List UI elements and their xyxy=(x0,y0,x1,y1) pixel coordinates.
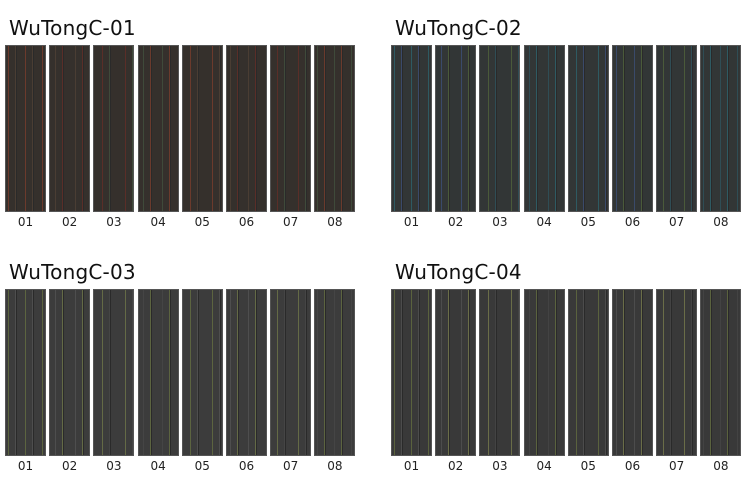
swatch-label: 02 xyxy=(62,459,78,473)
swatch xyxy=(391,45,432,212)
swatch-label: 07 xyxy=(283,215,299,229)
swatch-label: 02 xyxy=(448,215,464,229)
swatch-label: 08 xyxy=(713,459,729,473)
swatch-label: 02 xyxy=(448,459,464,473)
swatch xyxy=(435,289,477,456)
swatch-label: 06 xyxy=(238,459,255,473)
group-title: WuTongC-04 xyxy=(395,260,522,284)
swatch-label: 07 xyxy=(669,459,685,473)
swatch-label: 08 xyxy=(327,215,343,229)
swatch-label: 06 xyxy=(624,215,641,229)
swatch-label: 03 xyxy=(492,215,508,229)
swatch xyxy=(181,45,223,212)
swatch-label: 05 xyxy=(194,215,210,229)
swatch-label: 08 xyxy=(713,215,729,229)
swatch xyxy=(270,289,312,456)
swatch xyxy=(612,289,653,456)
swatch xyxy=(479,289,521,456)
swatch xyxy=(435,45,477,212)
group-title: WuTongC-03 xyxy=(9,260,136,284)
swatch xyxy=(700,45,742,212)
swatch-label: 02 xyxy=(62,215,78,229)
swatch xyxy=(612,45,653,212)
swatch xyxy=(226,289,267,456)
swatch xyxy=(523,45,565,212)
swatch-label: 03 xyxy=(106,459,122,473)
swatch-label: 05 xyxy=(194,459,210,473)
swatch xyxy=(391,289,432,456)
swatch-label: 03 xyxy=(106,215,122,229)
swatch xyxy=(656,289,698,456)
swatch-label: 04 xyxy=(536,215,552,229)
swatch-label: 05 xyxy=(580,215,596,229)
swatch xyxy=(270,45,312,212)
swatch xyxy=(181,289,223,456)
swatch xyxy=(226,45,267,212)
swatch xyxy=(523,289,565,456)
swatch xyxy=(137,289,179,456)
swatch xyxy=(137,45,179,212)
swatch xyxy=(314,289,356,456)
swatch xyxy=(5,45,46,212)
swatch xyxy=(49,289,91,456)
swatch-label: 07 xyxy=(283,459,299,473)
swatch-label: 04 xyxy=(150,215,166,229)
swatch-label: 01 xyxy=(403,459,420,473)
swatch xyxy=(49,45,91,212)
swatch-label: 08 xyxy=(327,459,343,473)
swatch xyxy=(5,289,46,456)
swatch xyxy=(314,45,356,212)
swatch-label: 07 xyxy=(669,215,685,229)
swatch-label: 01 xyxy=(403,215,420,229)
swatch-label: 04 xyxy=(150,459,166,473)
swatch xyxy=(93,45,135,212)
swatch-label: 04 xyxy=(536,459,552,473)
group-title: WuTongC-01 xyxy=(9,16,136,40)
swatch xyxy=(656,45,698,212)
swatch xyxy=(479,45,521,212)
swatch-label: 06 xyxy=(238,215,255,229)
swatch-label: 01 xyxy=(17,459,34,473)
swatch xyxy=(567,45,609,212)
swatch-label: 06 xyxy=(624,459,641,473)
swatch-label: 05 xyxy=(580,459,596,473)
swatch xyxy=(567,289,609,456)
group-title: WuTongC-02 xyxy=(395,16,522,40)
swatch-label: 03 xyxy=(492,459,508,473)
swatch xyxy=(700,289,742,456)
swatch xyxy=(93,289,135,456)
swatch-label: 01 xyxy=(17,215,34,229)
